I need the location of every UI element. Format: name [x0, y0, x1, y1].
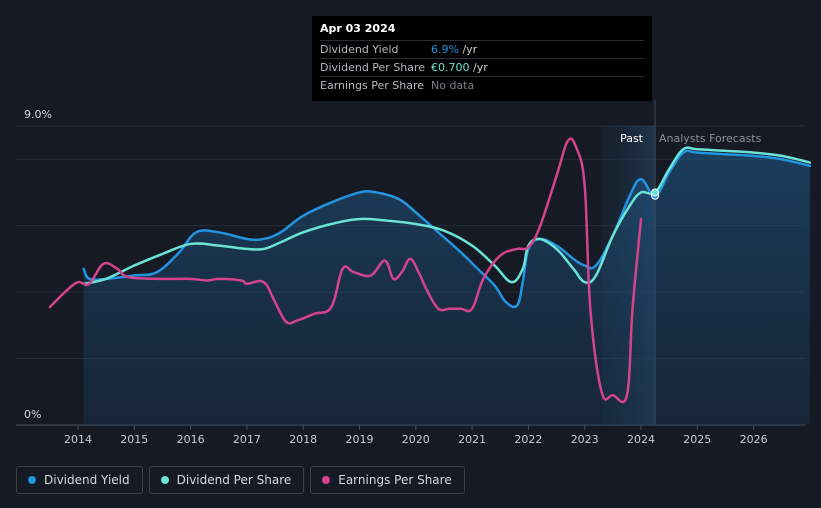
- legend: Dividend Yield Dividend Per Share Earnin…: [16, 466, 465, 494]
- legend-item-earnings-per-share[interactable]: Earnings Per Share: [310, 466, 465, 494]
- tooltip-row-earnings-per-share: Earnings Per Share No data: [320, 76, 644, 94]
- x-tick-label: 2025: [683, 433, 711, 446]
- x-axis: 2014 2015 2016 2017 2018 2019 2020 2021 2022 2023…: [64, 425, 768, 446]
- x-tick-label: 2018: [289, 433, 317, 446]
- legend-label: Dividend Per Share: [176, 473, 292, 487]
- x-tick-label: 2023: [571, 433, 599, 446]
- dividend-per-share-marker: [651, 188, 660, 197]
- x-tick-label: 2021: [458, 433, 486, 446]
- x-tick-label: 2016: [177, 433, 205, 446]
- legend-dot-icon: [322, 476, 331, 484]
- tooltip: Apr 03 2024 Dividend Yield 6.9% /yr Divi…: [312, 16, 652, 101]
- legend-label: Earnings Per Share: [338, 473, 452, 487]
- legend-label: Dividend Yield: [44, 473, 130, 487]
- y-max-label: 9.0%: [24, 108, 52, 121]
- tooltip-label: Dividend Per Share: [320, 61, 426, 74]
- x-tick-label: 2024: [627, 433, 655, 446]
- legend-dot-icon: [160, 476, 169, 484]
- forecast-label: Analysts Forecasts: [659, 132, 762, 145]
- legend-dot-icon: [28, 476, 36, 484]
- tooltip-date: Apr 03 2024: [320, 22, 396, 35]
- x-tick-label: 2026: [740, 433, 768, 446]
- x-tick-label: 2019: [346, 433, 374, 446]
- x-tick-label: 2017: [233, 433, 261, 446]
- tooltip-row-dividend-per-share: Dividend Per Share €0.700 /yr: [320, 58, 644, 76]
- x-tick-label: 2022: [514, 433, 542, 446]
- earnings-per-share-line: [48, 137, 643, 404]
- tooltip-label: Earnings Per Share: [320, 79, 425, 92]
- tooltip-value: No data: [431, 79, 475, 92]
- dividend-yield-line: [82, 149, 812, 309]
- y-min-label: 0%: [24, 408, 41, 421]
- tooltip-value: €0.700 /yr: [431, 61, 488, 74]
- legend-item-dividend-per-share[interactable]: Dividend Per Share: [148, 466, 305, 494]
- dividend-per-share-line: [82, 146, 812, 286]
- legend-item-dividend-yield[interactable]: Dividend Yield: [16, 466, 143, 494]
- dividend-yield-area: [83, 150, 810, 426]
- tooltip-row-dividend-yield: Dividend Yield 6.9% /yr: [320, 40, 644, 58]
- past-label: Past: [620, 132, 644, 145]
- tooltip-label: Dividend Yield: [320, 43, 399, 56]
- x-tick-label: 2015: [120, 433, 148, 446]
- x-tick-label: 2014: [64, 433, 92, 446]
- x-tick-label: 2020: [402, 433, 430, 446]
- tooltip-value: 6.9% /yr: [431, 43, 478, 56]
